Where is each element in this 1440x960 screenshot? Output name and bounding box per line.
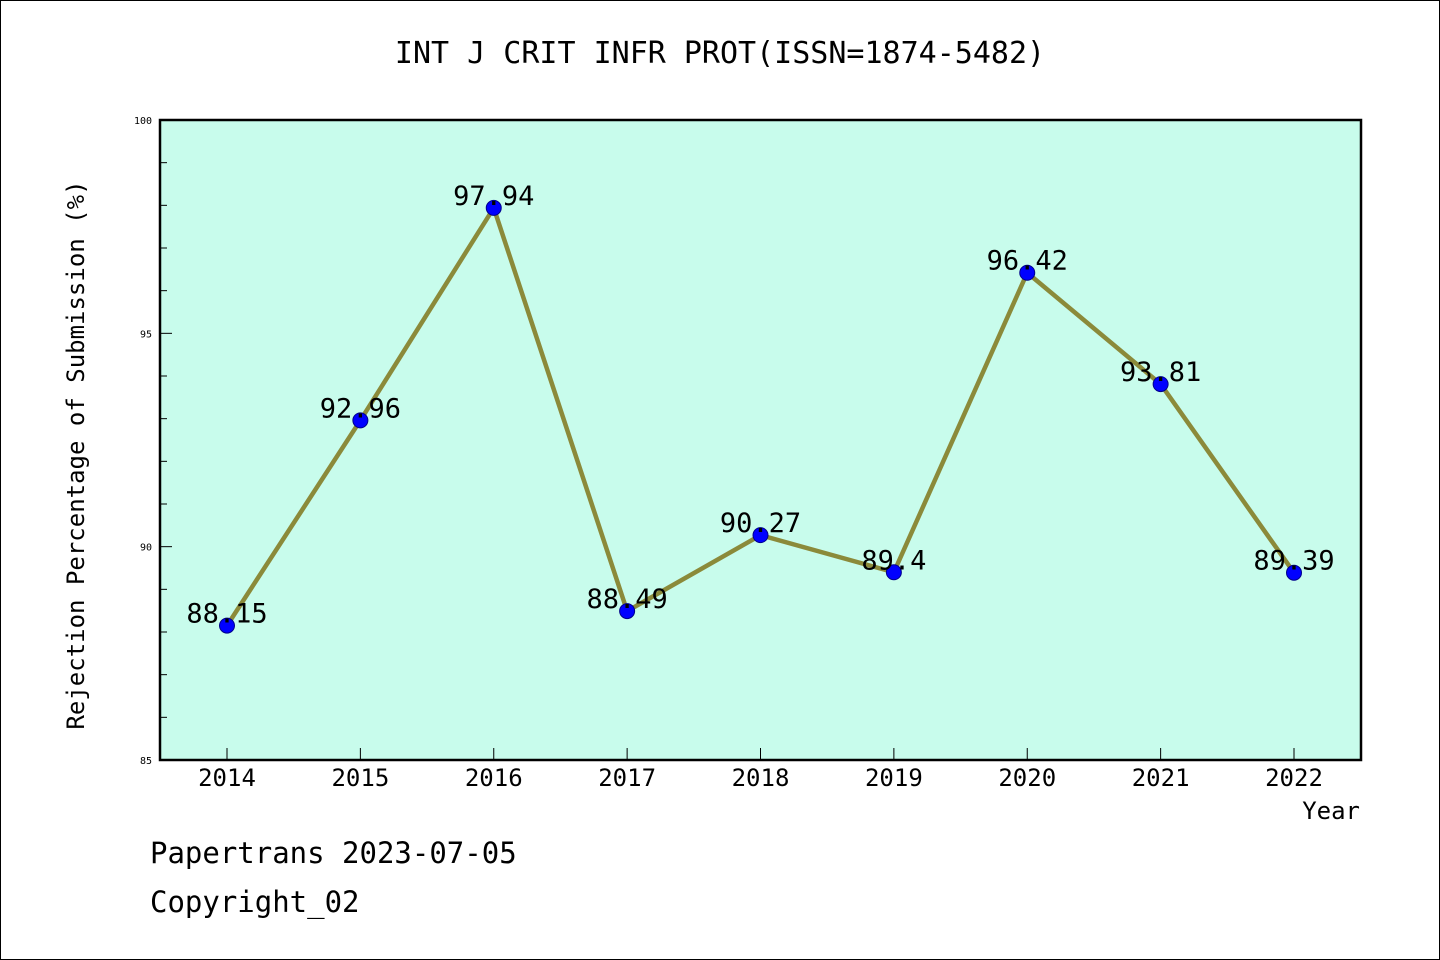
footer-copyright: Copyright_02: [150, 885, 360, 919]
y-axis: 85 90 95 100: [134, 116, 172, 767]
y-tick-label: 100: [134, 116, 152, 127]
data-point: [619, 603, 636, 620]
x-tick-label: 2020: [998, 764, 1056, 792]
chart-title: INT J CRIT INFR PROT(ISSN=1874-5482): [394, 36, 1046, 71]
data-point: [485, 199, 502, 216]
data-label: 90.27: [720, 508, 801, 539]
data-point: [885, 564, 902, 581]
x-axis-label: Year: [1302, 797, 1360, 825]
data-label: 96.42: [987, 246, 1068, 277]
y-tick-label: 85: [140, 756, 152, 767]
x-tick-label: 2015: [331, 764, 389, 792]
data-label: 88.15: [186, 599, 267, 630]
data-points: [219, 199, 1302, 634]
data-point: [1286, 564, 1302, 581]
data-point: [1152, 376, 1169, 393]
data-label: 89.39: [1253, 546, 1334, 577]
data-label: 89.4: [861, 545, 926, 576]
y-tick-label: 95: [140, 329, 152, 340]
data-point: [352, 412, 369, 429]
data-labels: 88.15 92.96 97.94 88.49 90.27 89.4 96.42 93.81 8…: [186, 181, 1334, 630]
x-tick-label: 2018: [732, 764, 790, 792]
x-tick-label: 2022: [1265, 764, 1323, 792]
x-tick-label: 2017: [598, 764, 656, 792]
x-tick-label: 2014: [198, 764, 256, 792]
data-point: [219, 617, 235, 634]
x-tick-label: 2021: [1132, 764, 1190, 792]
data-point: [1019, 264, 1036, 281]
x-axis: 2014 2015 2016 2017 2018 2019 2020 2021 2022: [198, 748, 1323, 792]
data-label: 88.49: [586, 584, 667, 615]
x-tick-label: 2016: [465, 764, 523, 792]
data-label: 92.96: [320, 393, 401, 424]
y-tick-label: 90: [140, 543, 152, 554]
data-label: 93.81: [1120, 357, 1201, 388]
data-label: 97.94: [453, 181, 534, 212]
footer-source: Papertrans 2023-07-05: [150, 836, 517, 870]
data-point: [752, 527, 769, 544]
plot-area: [158, 118, 1363, 762]
x-tick-label: 2019: [865, 764, 923, 792]
